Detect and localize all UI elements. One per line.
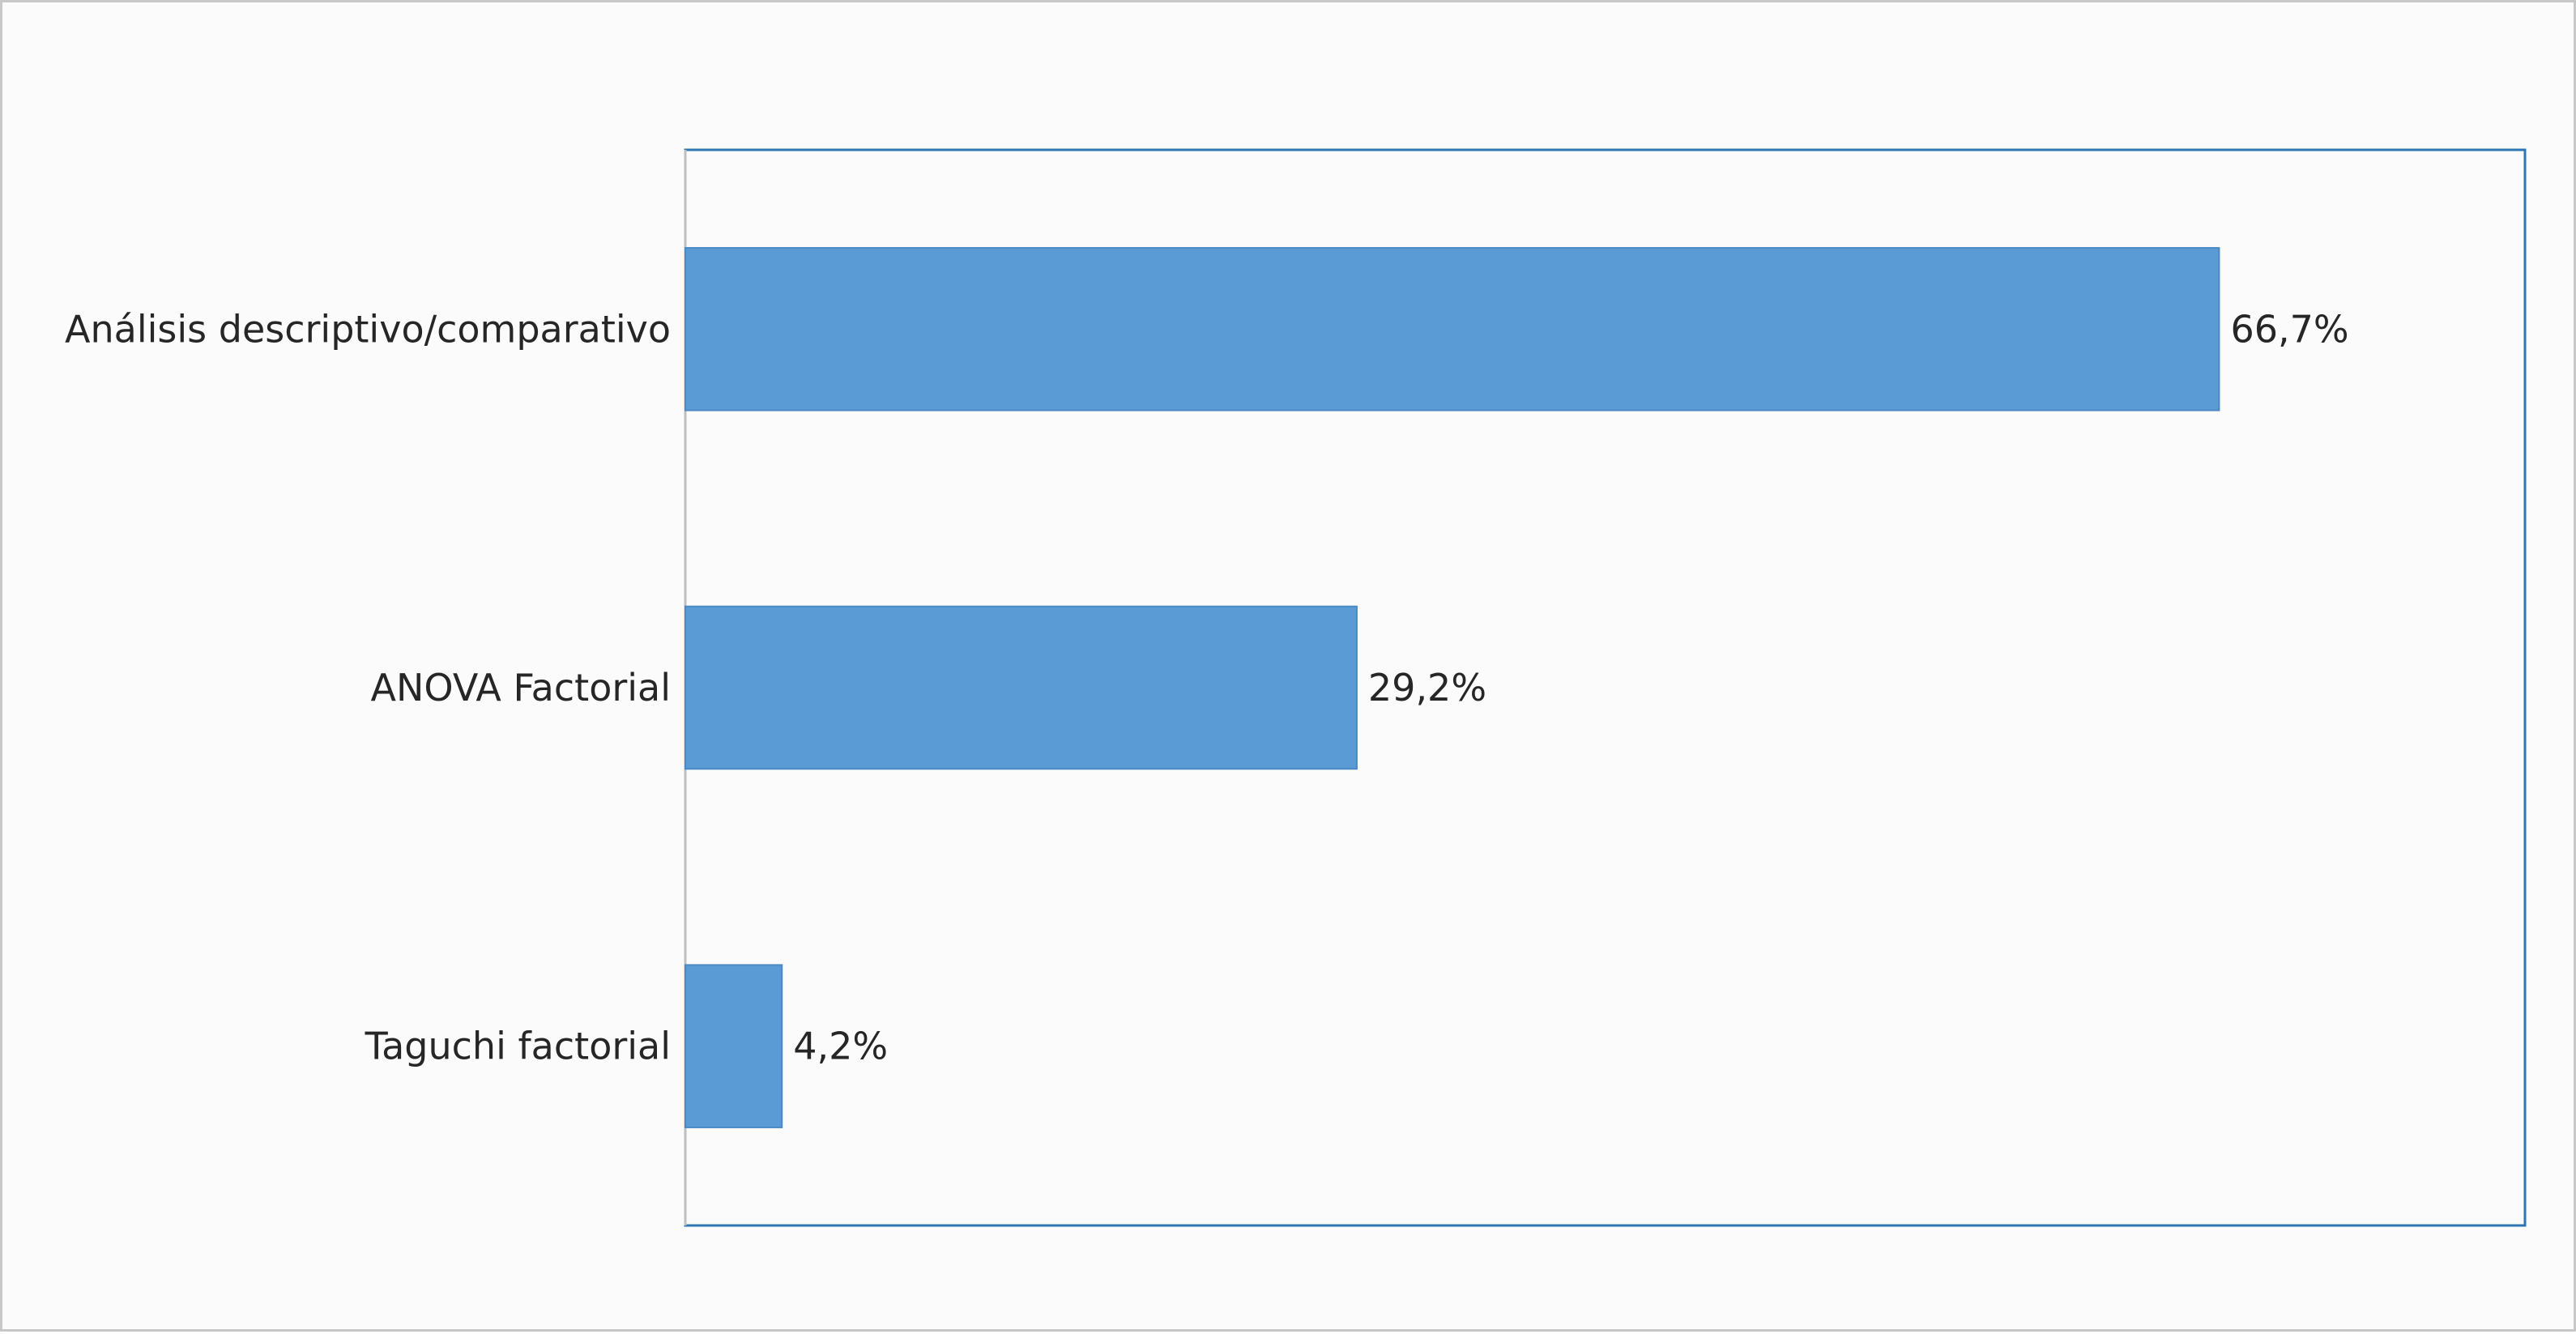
value-label-3: 4,2% xyxy=(793,1025,888,1068)
bar-2 xyxy=(685,605,1358,770)
category-label-2: ANOVA Factorial xyxy=(371,666,671,710)
value-labels-group: 66,7% 29,2% 4,2% xyxy=(793,307,2348,1068)
bar-1 xyxy=(685,247,2220,411)
category-label-3: Taguchi factorial xyxy=(365,1025,671,1068)
bars-group xyxy=(685,247,2220,1128)
value-label-2: 29,2% xyxy=(1368,666,1486,710)
category-label-1: Análisis descriptivo/comparativo xyxy=(65,307,671,351)
value-label-1: 66,7% xyxy=(2230,307,2348,351)
category-labels-group: Análisis descriptivo/comparativo ANOVA Fa… xyxy=(65,307,671,1068)
bar-3 xyxy=(685,964,783,1128)
